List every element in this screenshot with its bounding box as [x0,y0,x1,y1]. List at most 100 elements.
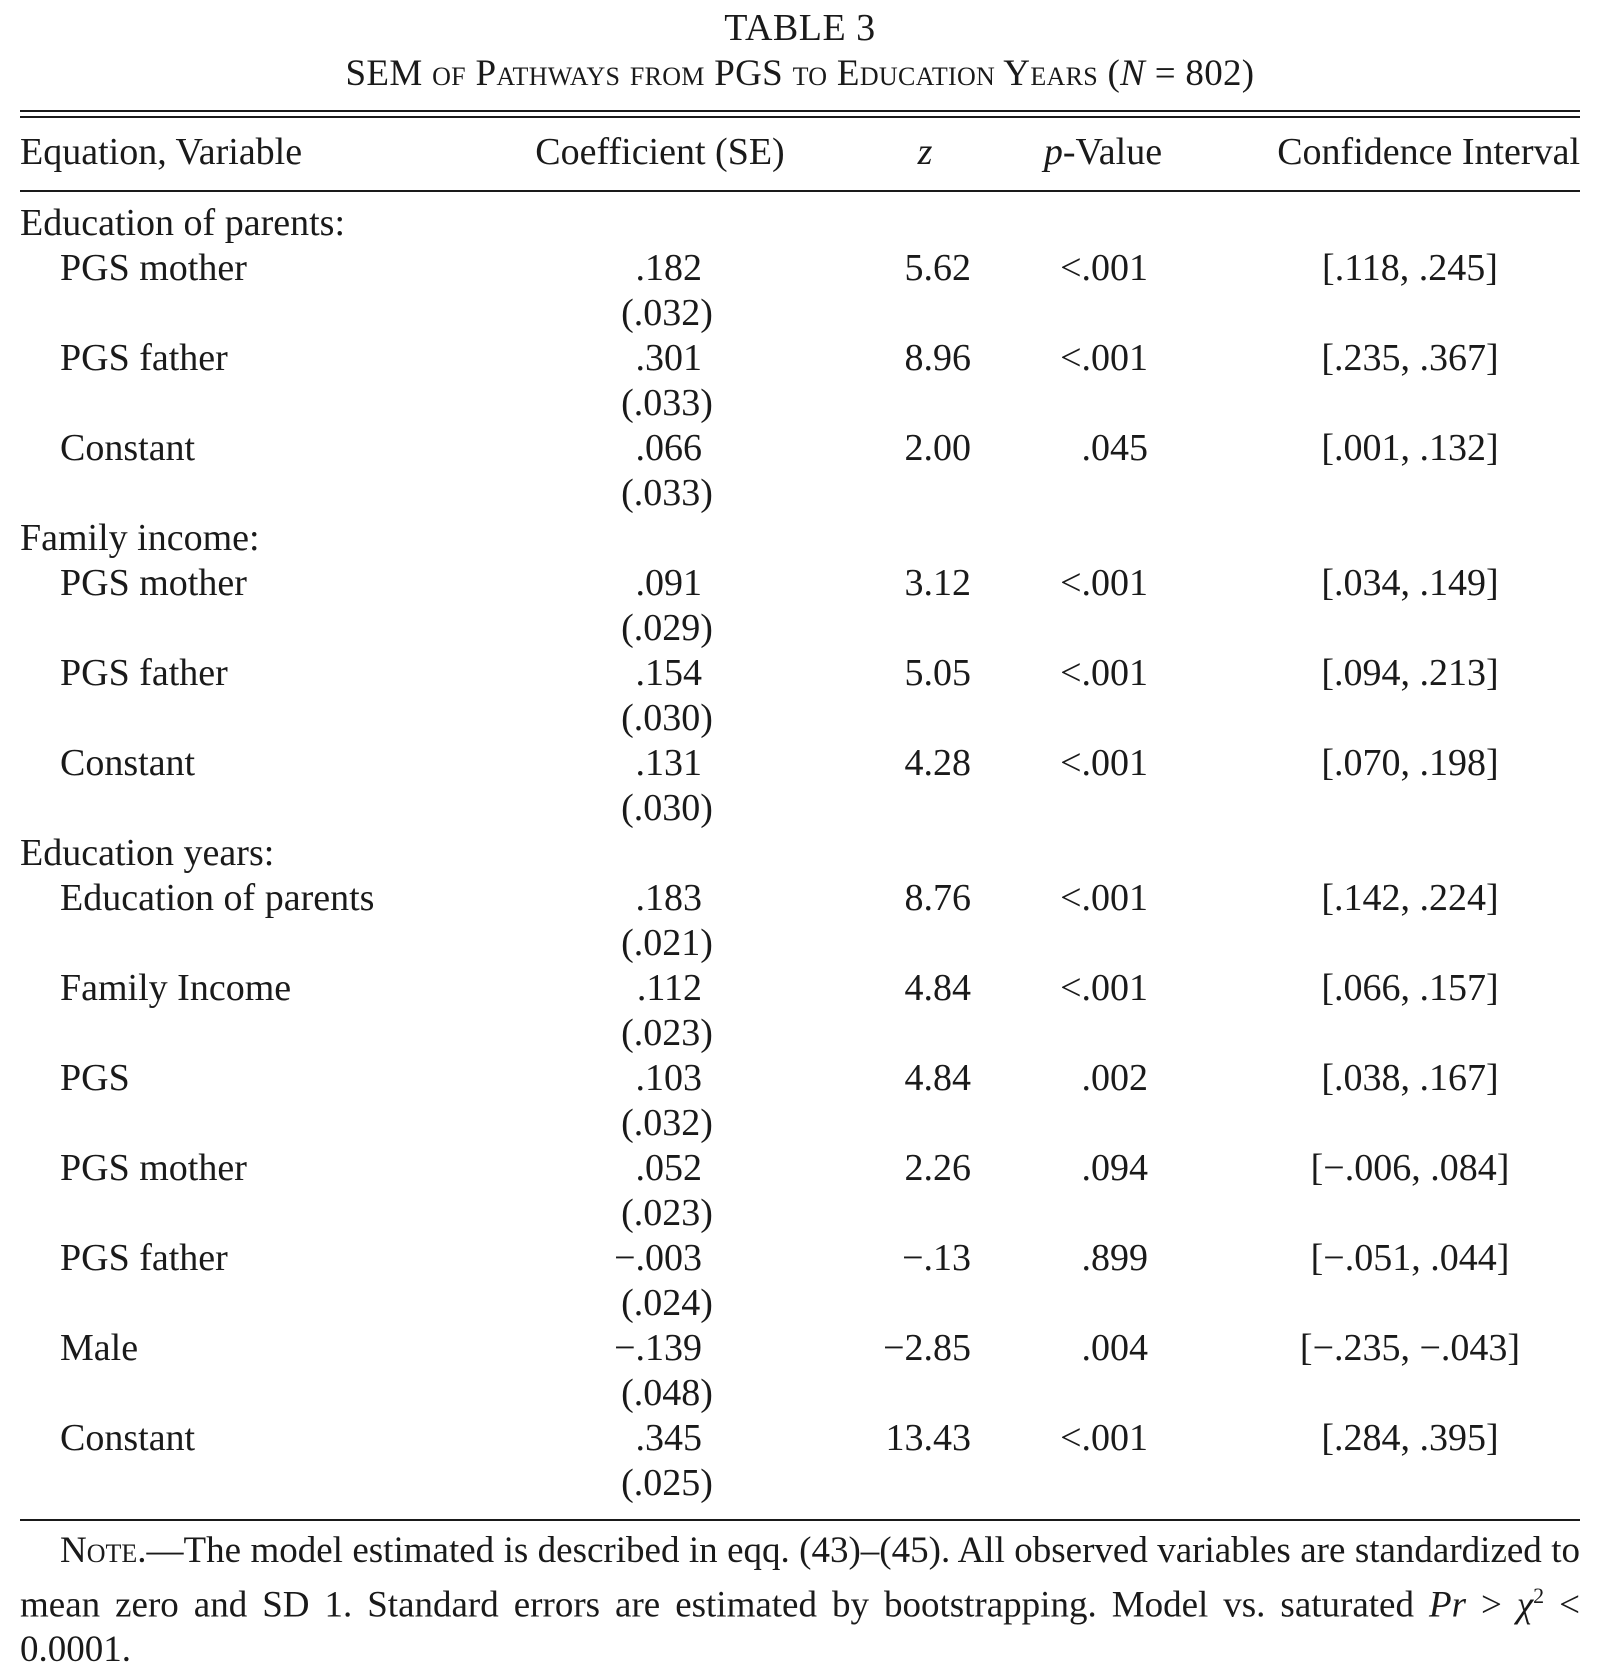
header-confidence-interval: Confidence Interval [1277,131,1580,173]
row-coefficient: −.139 [614,1327,702,1369]
row-confidence-interval: [.070, .198] [1321,742,1499,784]
row-p-value: <.001 [1060,652,1148,694]
row-z-value: 4.84 [904,967,972,1009]
row-coefficient: .183 [635,877,703,919]
row-variable-label: PGS mother [60,1147,247,1189]
row-confidence-interval: [.001, .132] [1321,427,1499,469]
note-gt: > [1465,1584,1517,1626]
row-standard-error: (.033) [621,472,713,514]
note-pr: Pr [1428,1584,1466,1626]
row-variable-label: Constant [60,742,196,784]
note-lead: Note. [60,1530,147,1571]
row-z-value: 4.28 [904,742,972,784]
row-p-value: .094 [1081,1147,1149,1189]
header-z: z [918,130,933,174]
row-confidence-interval: [.066, .157] [1321,967,1499,1009]
row-z-value: 8.76 [904,877,972,919]
row-coefficient: .091 [635,562,703,604]
row-confidence-interval: [.284, .395] [1321,1417,1499,1459]
row-confidence-interval: [−.006, .084] [1310,1147,1510,1189]
table-note: Note.—The model estimated is described i… [20,1528,1580,1672]
row-standard-error: (.030) [621,787,713,829]
row-coefficient: .103 [635,1057,703,1099]
header-rule [20,190,1580,192]
row-standard-error: (.025) [621,1462,713,1504]
row-coefficient: .131 [635,742,703,784]
row-p-value: <.001 [1060,877,1148,919]
row-coefficient: −.003 [614,1237,702,1279]
row-standard-error: (.032) [621,1102,713,1144]
row-coefficient: .154 [635,652,703,694]
row-variable-label: PGS father [60,652,228,694]
row-p-value: <.001 [1060,742,1148,784]
row-z-value: −2.85 [883,1327,971,1369]
row-variable-label: PGS father [60,1237,228,1279]
row-z-value: 3.12 [904,562,972,604]
row-variable-label: PGS [60,1057,130,1099]
row-standard-error: (.030) [621,697,713,739]
row-coefficient: .066 [635,427,703,469]
row-coefficient: .301 [635,337,703,379]
title-n-symbol: N [1120,53,1146,94]
row-standard-error: (.023) [621,1192,713,1234]
top-double-rule-lower [20,116,1580,118]
note-chi: χ [1516,1584,1534,1626]
row-p-value: .899 [1081,1237,1149,1279]
row-confidence-interval: [.038, .167] [1321,1057,1499,1099]
row-confidence-interval: [.142, .224] [1321,877,1499,919]
row-standard-error: (.033) [621,382,713,424]
header-coefficient: Coefficient (SE) [535,131,785,173]
row-variable-label: PGS mother [60,562,247,604]
row-confidence-interval: [−.051, .044] [1310,1237,1510,1279]
row-standard-error: (.029) [621,607,713,649]
row-standard-error: (.021) [621,922,713,964]
row-z-value: 2.26 [904,1147,972,1189]
note-text: —The model estimated is described in eqq… [20,1530,1580,1626]
section-heading: Education years: [20,832,275,874]
title-text-before: SEM of Pathways from PGS to Education Ye… [345,53,1121,94]
row-p-value: .002 [1081,1057,1149,1099]
row-variable-label: Male [60,1327,139,1369]
row-z-value: 4.84 [904,1057,972,1099]
row-p-value: <.001 [1060,337,1148,379]
row-standard-error: (.048) [621,1372,713,1414]
header-z-symbol: z [917,131,933,173]
row-z-value: 8.96 [904,337,972,379]
row-coefficient: .182 [635,247,703,289]
row-variable-label: Education of parents [60,877,375,919]
row-z-value: 5.62 [904,247,972,289]
row-confidence-interval: [−.235, −.043] [1299,1327,1521,1369]
row-z-value: 13.43 [885,1417,972,1459]
row-variable-label: PGS mother [60,247,247,289]
row-standard-error: (.032) [621,292,713,334]
row-coefficient: .345 [635,1417,703,1459]
bottom-rule [20,1519,1580,1521]
row-p-value: <.001 [1060,247,1148,289]
header-p-symbol: p [1043,131,1063,173]
section-heading: Family income: [20,517,260,559]
note-chi-superscript: 2 [1533,1583,1545,1608]
row-confidence-interval: [.118, .245] [1322,247,1498,289]
row-p-value: <.001 [1060,1417,1148,1459]
section-heading: Education of parents: [20,202,346,244]
row-z-value: −.13 [902,1237,971,1279]
title-text-after: = 802) [1145,53,1255,94]
top-double-rule-upper [20,110,1580,112]
row-p-value: <.001 [1060,967,1148,1009]
table-number: TABLE 3 [724,7,876,49]
header-p-value: p-Value [1044,130,1162,174]
row-z-value: 2.00 [904,427,972,469]
row-confidence-interval: [.235, .367] [1321,337,1499,379]
row-variable-label: Constant [60,1417,196,1459]
header-p-rest: -Value [1062,131,1163,173]
row-variable-label: PGS father [60,337,228,379]
row-variable-label: Constant [60,427,196,469]
row-variable-label: Family Income [60,967,292,1009]
header-variable: Equation, Variable [20,131,303,173]
table-title: SEM of Pathways from PGS to Education Ye… [0,52,1600,95]
row-standard-error: (.023) [621,1012,713,1054]
row-confidence-interval: [.034, .149] [1321,562,1499,604]
row-coefficient: .052 [635,1147,703,1189]
